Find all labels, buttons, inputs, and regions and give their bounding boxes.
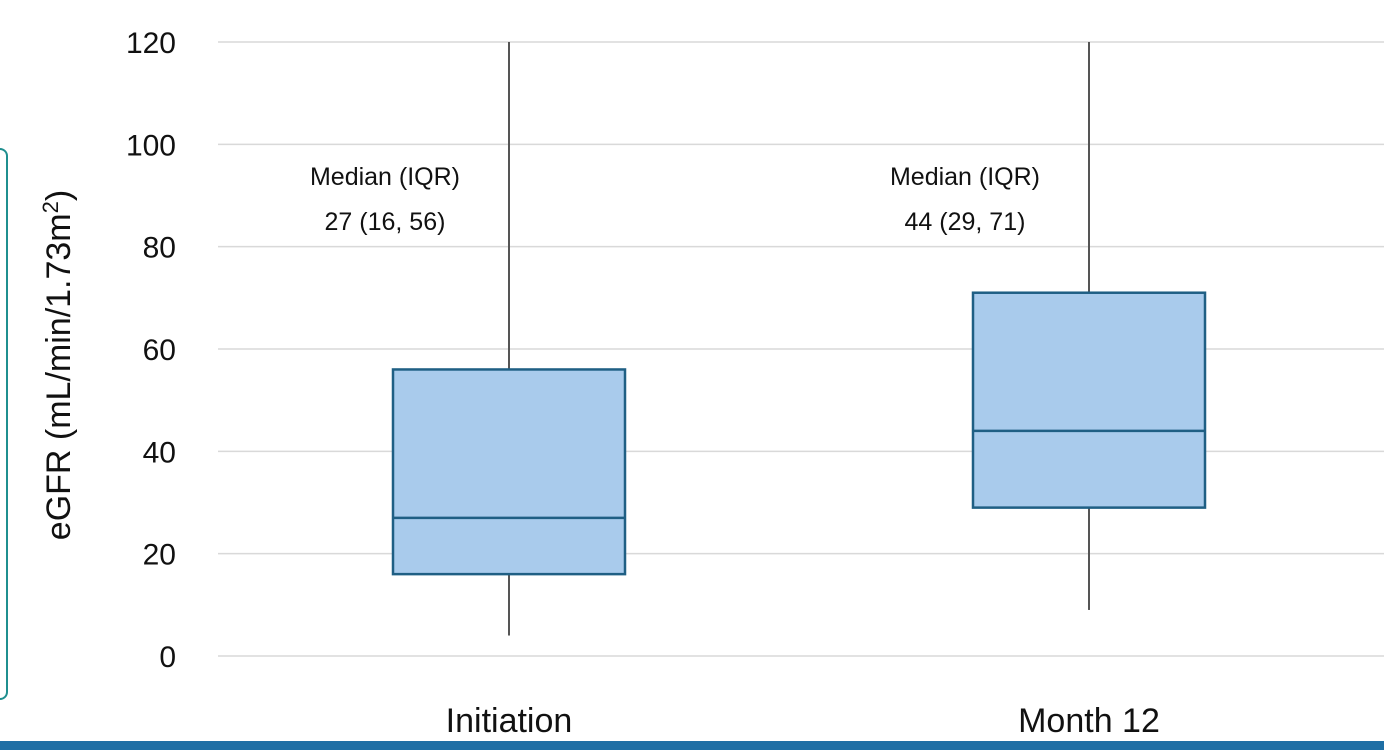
annotation-line-2: 44 (29, 71): [905, 208, 1026, 236]
annotation-line-1: Median (IQR): [310, 163, 460, 191]
y-tick-label-0: 0: [159, 641, 176, 674]
slide-frame-bottom: [0, 741, 1384, 750]
x-axis-categories: Initiation Month 12: [446, 702, 1160, 740]
y-tick-label-80: 80: [143, 232, 176, 265]
annotation-line-1: Median (IQR): [890, 163, 1040, 191]
box-2: Median (IQR) 44 (29, 71): [890, 42, 1207, 610]
box-1: Median (IQR) 27 (16, 56): [310, 42, 627, 636]
y-axis-label: eGFR (mL/min/1.73m2): [38, 190, 78, 540]
y-tick-label-100: 100: [126, 129, 176, 162]
y-axis-label-superscript: 2: [38, 201, 63, 213]
y-tick-label-120: 120: [126, 27, 176, 60]
y-tick-label-60: 60: [143, 334, 176, 367]
y-axis-label-suffix: ): [40, 190, 78, 201]
boxes: Median (IQR) 27 (16, 56) Median (IQR) 44 (2…: [310, 42, 1207, 636]
x-category-label-1: Initiation: [446, 702, 573, 740]
iqr-box: [391, 368, 627, 576]
iqr-box: [971, 291, 1207, 509]
y-axis-label-main: eGFR (mL/min/1.73m: [40, 213, 78, 540]
x-category-label-2: Month 12: [1018, 702, 1160, 740]
y-tick-label-40: 40: [143, 436, 176, 469]
y-tick-label-20: 20: [143, 539, 176, 572]
y-axis-ticks: 0 20 40 60 80 100 120: [126, 27, 176, 674]
annotation-line-2: 27 (16, 56): [325, 208, 446, 236]
